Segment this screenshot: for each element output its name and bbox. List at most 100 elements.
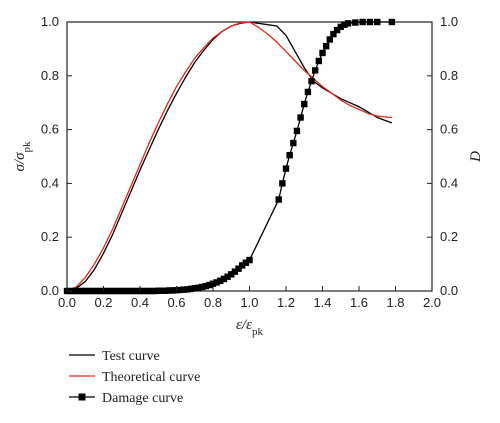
damage-marker (286, 151, 293, 159)
damage-marker (158, 287, 166, 294)
y-tick-label: 0.6 (41, 122, 59, 137)
series-line-0 (66, 21, 393, 292)
legend-swatch-marker (78, 393, 86, 401)
damage-marker (341, 21, 348, 28)
damage-marker (184, 286, 191, 293)
damage-marker (129, 287, 136, 295)
y-axis-label: σ/σpk (12, 141, 33, 171)
damage-marker (319, 49, 326, 57)
y2-axis-label: D (468, 151, 484, 163)
damage-marker (344, 20, 352, 27)
y2-tick-label: 0.0 (440, 283, 458, 298)
damage-marker (118, 287, 125, 295)
x-tick-label: 0.6 (167, 295, 185, 310)
plot-frame (66, 21, 433, 292)
damage-marker (333, 26, 341, 34)
y2-tick-label: 0.8 (440, 68, 458, 83)
damage-marker (202, 282, 209, 290)
damage-marker (366, 18, 374, 26)
damage-marker (231, 268, 239, 275)
damage-marker (89, 287, 96, 295)
x-tick-label: 0.8 (204, 295, 222, 310)
damage-marker (275, 196, 282, 203)
x-tick-label: 1.4 (313, 295, 331, 310)
damage-marker (235, 265, 242, 272)
series-line-2 (67, 21, 392, 292)
damage-marker (191, 285, 198, 292)
damage-marker (71, 287, 78, 295)
x-tick-label: 0.2 (94, 295, 112, 310)
damage-marker (315, 57, 323, 65)
legend-label: Theoretical curve (102, 370, 200, 385)
y2-tick-label: 0.4 (440, 175, 458, 190)
series-line-1 (66, 21, 392, 292)
damage-marker (388, 18, 396, 26)
damage-marker (166, 287, 173, 294)
damage-marker (213, 279, 220, 286)
damage-marker (198, 283, 206, 291)
damage-marker (93, 287, 100, 295)
damage-marker (242, 259, 250, 266)
damage-marker (337, 23, 344, 31)
damage-marker (144, 287, 151, 295)
damage-marker (374, 18, 381, 26)
damage-marker (169, 287, 177, 294)
y-tick-label: 0.0 (41, 283, 59, 298)
damage-marker (162, 287, 169, 294)
damage-marker (180, 286, 187, 293)
damage-marker (224, 273, 231, 280)
damage-marker (282, 165, 290, 172)
damage-marker (330, 30, 337, 38)
damage-marker (246, 256, 253, 264)
x-tick-label: 1.0 (240, 295, 258, 310)
damage-marker (217, 277, 224, 284)
y-tick-label: 0.4 (41, 175, 59, 190)
y2-tick-label: 0.2 (440, 229, 458, 244)
legend: Test curve Theoretical curve Damage curve (69, 349, 200, 406)
damage-marker (206, 281, 213, 289)
damage-marker (359, 18, 366, 26)
damage-marker (147, 287, 155, 295)
x-tick-label: 1.8 (386, 295, 404, 310)
y2-tick-label: 0.6 (440, 122, 458, 137)
x-tick-label: 0.4 (131, 295, 149, 310)
damage-marker (228, 271, 235, 278)
damage-marker (220, 275, 228, 283)
damage-marker (293, 127, 301, 135)
damage-marker (209, 280, 217, 287)
damage-marker (301, 100, 308, 108)
damage-marker (85, 287, 93, 295)
damage-marker (322, 43, 330, 50)
x-axis-label: ε/εpk (236, 317, 264, 338)
damage-marker (78, 287, 85, 295)
x-tick-label: 0.0 (58, 295, 76, 310)
damage-marker (155, 287, 162, 294)
damage-marker (107, 287, 114, 295)
damage-marker (195, 284, 202, 291)
marker-layer (63, 18, 396, 295)
damage-marker (151, 287, 158, 295)
damage-marker (297, 114, 304, 121)
damage-marker (279, 180, 286, 187)
legend-label: Damage curve (102, 391, 183, 406)
y2-tick-label: 1.0 (440, 14, 458, 29)
x-tick-label: 1.6 (350, 295, 368, 310)
plot-border (66, 21, 433, 292)
damage-marker (74, 287, 82, 295)
series-layer (66, 21, 393, 292)
damage-marker (114, 287, 122, 295)
damage-marker (290, 139, 297, 147)
y-tick-label: 0.8 (41, 68, 59, 83)
damage-marker (176, 286, 184, 294)
damage-marker (239, 262, 246, 269)
damage-marker (308, 77, 315, 85)
damage-marker (326, 36, 333, 43)
damage-marker (103, 287, 111, 295)
damage-marker (187, 285, 195, 293)
damage-marker (125, 287, 133, 295)
damage-marker (111, 287, 118, 295)
damage-marker (304, 88, 312, 96)
damage-marker (122, 287, 129, 295)
damage-marker (96, 287, 104, 295)
x-tick-label: 2.0 (423, 295, 441, 310)
